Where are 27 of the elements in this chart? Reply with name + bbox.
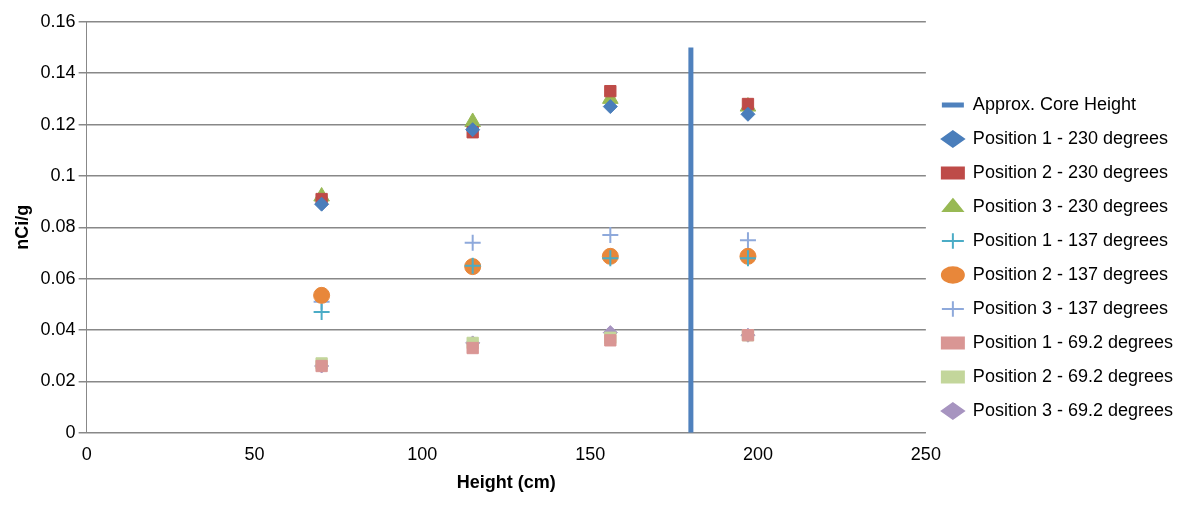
legend-label: Position 3 - 230 degrees	[972, 195, 1169, 216]
legend-label: Position 3 - 137 degrees	[972, 297, 1169, 318]
y-tick-label: 0.06	[40, 267, 76, 288]
legend-label: Position 2 - 69.2 degrees	[972, 365, 1174, 386]
x-tick-label: 250	[910, 443, 941, 464]
y-tick-label: 0.04	[40, 319, 76, 340]
legend-label: Position 1 - 230 degrees	[972, 127, 1169, 148]
legend-label: Position 2 - 230 degrees	[972, 161, 1169, 182]
legend-label: Position 3 - 69.2 degrees	[972, 399, 1174, 420]
y-tick-label: 0.1	[50, 164, 76, 185]
legend-label: Position 2 - 137 degrees	[972, 263, 1169, 284]
y-tick-label: 0.02	[40, 370, 76, 391]
x-tick-label: 100	[407, 443, 438, 464]
x-tick-label: 50	[244, 443, 265, 464]
x-tick-label: 200	[743, 443, 774, 464]
y-tick-label: 0.08	[40, 216, 76, 237]
y-axis-title: nCi/g	[11, 204, 32, 250]
y-tick-label: 0	[65, 421, 76, 442]
legend-label: Approx. Core Height	[972, 93, 1136, 114]
y-tick-label: 0.14	[40, 62, 76, 83]
x-axis-title: Height (cm)	[456, 472, 556, 493]
y-tick-label: 0.16	[40, 10, 76, 31]
y-tick-label: 0.12	[40, 113, 76, 134]
x-tick-label: 0	[81, 443, 92, 464]
legend-label: Position 1 - 69.2 degrees	[972, 331, 1174, 352]
legend-label: Position 1 - 137 degrees	[972, 229, 1169, 250]
x-tick-label: 150	[575, 443, 606, 464]
